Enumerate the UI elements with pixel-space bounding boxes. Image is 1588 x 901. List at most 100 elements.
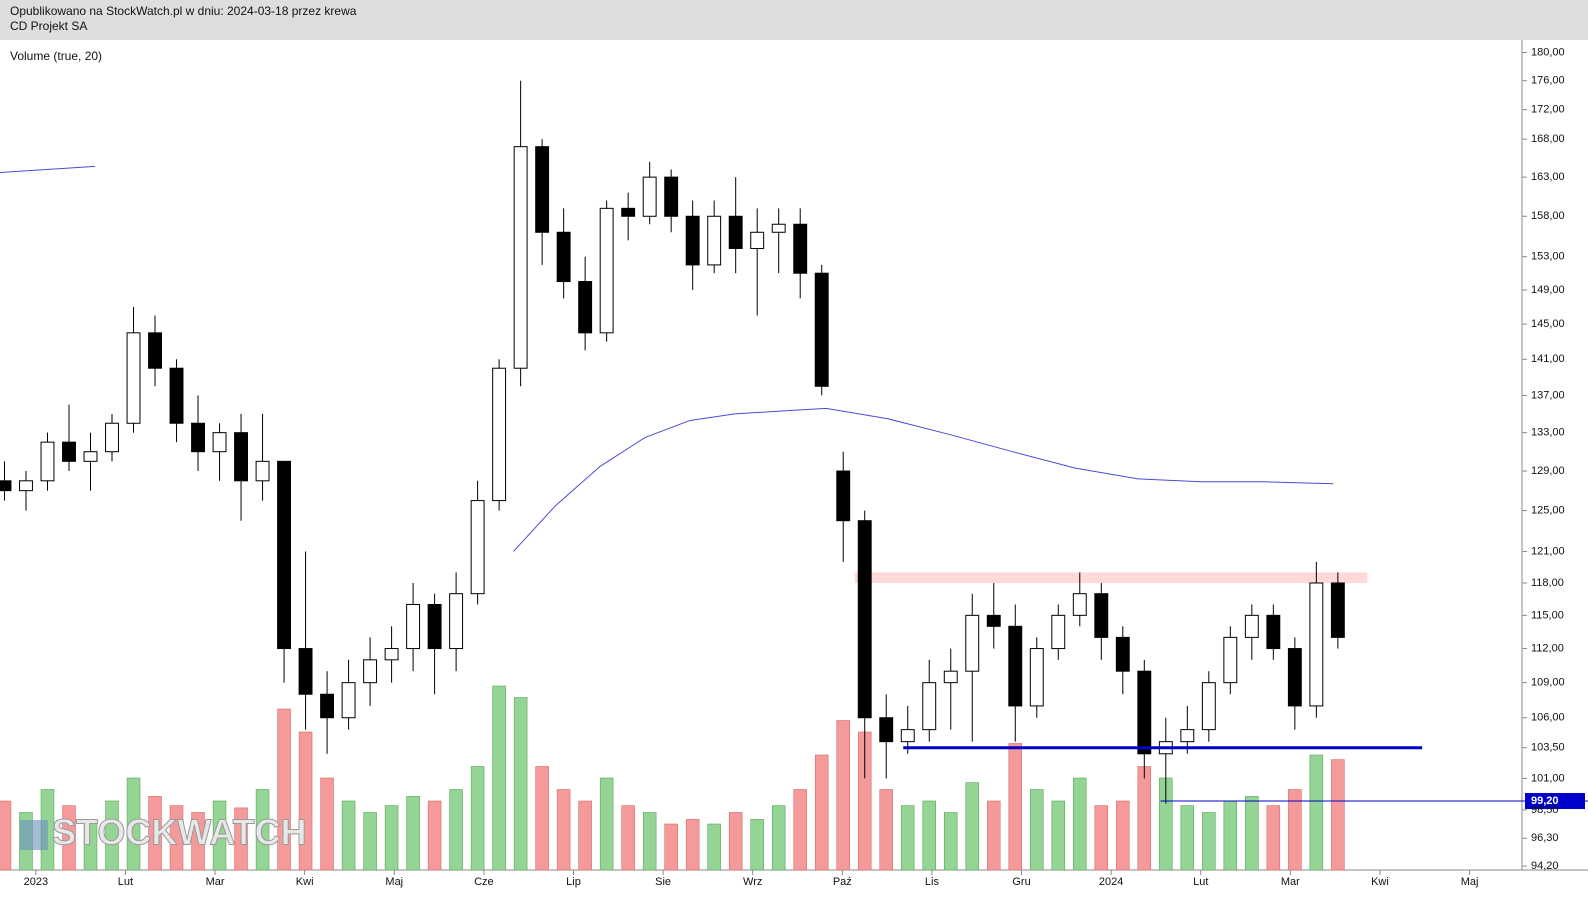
candle-body: [986, 614, 1001, 627]
x-tick-label: Mar: [1281, 876, 1300, 888]
volume-bar: [1094, 805, 1109, 871]
volume-bar: [685, 819, 700, 871]
candle-body: [1180, 729, 1195, 743]
volume-bar: [535, 766, 549, 871]
volume-bar: [750, 819, 764, 871]
volume-bar: [922, 800, 936, 871]
x-tick-label: Paź: [833, 876, 852, 888]
watermark: STOCKWATCH: [52, 812, 307, 853]
volume-bar: [771, 805, 786, 871]
x-tick-label: Maj: [385, 876, 403, 888]
x-tick-label: 2024: [1099, 876, 1123, 888]
y-tick-label: 103,50: [1531, 742, 1565, 754]
candle-body: [83, 451, 98, 462]
x-tick-label: Cze: [474, 876, 494, 888]
volume-bar: [406, 796, 420, 871]
candle-body: [750, 231, 765, 249]
x-tick-label: Maj: [1461, 876, 1479, 888]
y-tick-label: 109,00: [1531, 677, 1565, 689]
candle-body: [793, 223, 808, 274]
candle-body: [341, 682, 356, 719]
candle-body: [62, 441, 76, 462]
y-tick-label: 129,00: [1531, 465, 1565, 477]
moving-average: [0, 165, 96, 174]
candle-body: [492, 367, 507, 502]
candle-body: [900, 729, 915, 743]
header-text: Opublikowano na StockWatch.pl w dniu: 20…: [10, 4, 357, 18]
watermark-layer: STOCKWATCH: [20, 811, 307, 853]
header-band: [0, 0, 1588, 40]
volume-bar: [298, 731, 313, 871]
volume-bar: [470, 766, 485, 871]
y-tick-label: 163,00: [1531, 171, 1565, 183]
y-tick-label: 158,00: [1531, 210, 1565, 222]
y-tick-label: 106,00: [1531, 712, 1565, 724]
candle-body: [814, 272, 829, 387]
volume-bar: [1266, 805, 1281, 871]
volume-bar: [556, 789, 571, 871]
candle-body: [943, 670, 958, 684]
volume-bar: [879, 789, 893, 871]
volume-bar: [1288, 789, 1302, 871]
candle-body: [1094, 593, 1109, 638]
y-tick-label: 101,00: [1531, 772, 1565, 784]
candle-body: [535, 146, 550, 233]
levels-layer: [854, 572, 1368, 583]
volume-bar: [599, 777, 614, 871]
candle-body: [1115, 636, 1130, 672]
candle-body: [642, 176, 657, 217]
candle-body: [1051, 614, 1066, 650]
candle-body: [1029, 648, 1044, 707]
candle-body: [1287, 648, 1302, 707]
y-tick-label: 133,00: [1531, 427, 1565, 439]
candle-body: [556, 231, 571, 283]
watermark-icon: [20, 820, 48, 850]
volume-bar: [363, 812, 377, 871]
y-tick-label: 94,20: [1531, 860, 1559, 872]
candle-body: [685, 215, 700, 266]
candle-body: [1309, 582, 1324, 707]
volume-bar: [814, 754, 829, 871]
volume-bar: [277, 708, 291, 871]
candle-body: [728, 215, 743, 249]
volume-bar: [1245, 796, 1259, 871]
candle-body: [384, 648, 399, 661]
y-tick-label: 153,00: [1531, 251, 1565, 263]
level-label: 99,20: [1531, 795, 1559, 807]
candle-body: [1201, 682, 1216, 731]
resistance-zone: [854, 572, 1368, 583]
volume-bar: [255, 789, 270, 871]
y-tick-label: 96,30: [1531, 832, 1559, 844]
volume-bar: [965, 782, 980, 871]
volume-bar: [492, 685, 506, 871]
volume-bar: [191, 812, 205, 871]
candle-body: [857, 520, 872, 719]
volume-bar: [1051, 800, 1066, 871]
candle-body: [836, 470, 851, 522]
volume-bar: [62, 805, 76, 871]
candle-body: [212, 432, 227, 453]
x-tick-label: 2023: [24, 876, 48, 888]
volume-bar: [449, 789, 463, 871]
x-tick-label: Lut: [1193, 876, 1208, 888]
candle-body: [298, 648, 313, 695]
candle-body: [879, 717, 894, 743]
candle-body: [169, 367, 184, 424]
candle-body: [1330, 582, 1345, 638]
y-tick-label: 172,00: [1531, 104, 1565, 116]
x-tick-label: Kwi: [296, 876, 314, 888]
candle-body: [19, 480, 33, 492]
volume-bar: [621, 805, 635, 871]
moving-average: [513, 407, 1334, 552]
y-tick-label: 145,00: [1531, 318, 1565, 330]
volume-bar: [1331, 759, 1345, 871]
volume-bar: [83, 819, 98, 871]
x-tick-label: Kwi: [1371, 876, 1389, 888]
volume-bar: [341, 800, 356, 871]
volume-bar: [1223, 800, 1238, 871]
candle-body: [255, 460, 270, 482]
y-tick-label: 98,50: [1531, 804, 1559, 816]
candle-body: [578, 281, 593, 334]
